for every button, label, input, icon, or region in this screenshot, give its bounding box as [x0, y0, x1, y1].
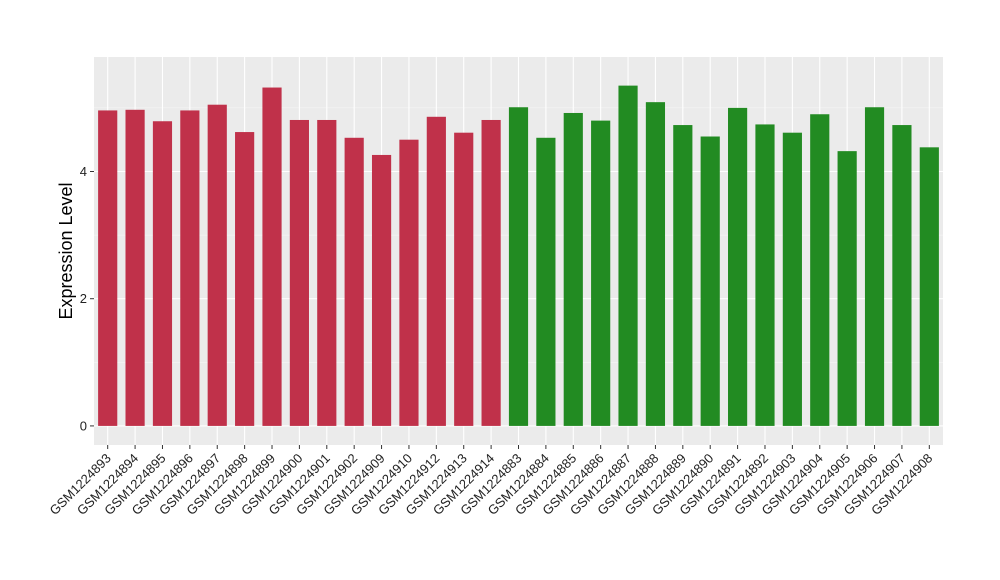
y-axis-title: Expression Level	[56, 182, 76, 319]
bar-GSM1224886	[591, 120, 611, 426]
bar-GSM1224895	[152, 121, 173, 426]
bar-GSM1224888	[645, 102, 666, 426]
y-tick-label: 2	[80, 291, 87, 306]
bar-GSM1224885	[563, 112, 583, 426]
bars	[98, 85, 939, 426]
bar-GSM1224894	[125, 109, 145, 426]
y-axis: 0 2 4	[80, 164, 94, 433]
bar-GSM1224900	[289, 119, 309, 426]
bar-GSM1224910	[399, 139, 419, 426]
bar-GSM1224898	[235, 132, 255, 426]
bar-GSM1224884	[536, 137, 556, 426]
bar-GSM1224903	[782, 132, 802, 426]
bar-GSM1224901	[317, 119, 337, 426]
bar-GSM1224887	[618, 85, 638, 426]
bar-GSM1224908	[919, 147, 939, 426]
bar-GSM1224897	[207, 104, 227, 426]
x-axis: GSM1224893GSM1224894GSM1224895GSM1224896…	[46, 445, 935, 518]
bar-GSM1224883	[508, 107, 529, 426]
bar-GSM1224902	[344, 137, 364, 426]
bar-GSM1224891	[728, 107, 748, 426]
bar-GSM1224904	[810, 114, 830, 426]
bar-GSM1224889	[673, 125, 693, 426]
bar-GSM1224896	[180, 110, 200, 426]
bar-GSM1224892	[755, 124, 775, 426]
bar-GSM1224909	[371, 154, 392, 426]
bar-GSM1224914	[481, 119, 501, 426]
bar-GSM1224906	[864, 107, 885, 426]
y-tick-label: 0	[80, 418, 87, 433]
bar-GSM1224893	[98, 110, 118, 426]
bar-GSM1224890	[700, 136, 720, 426]
bar-GSM1224912	[426, 116, 446, 426]
bar-GSM1224913	[454, 132, 474, 426]
bar-GSM1224905	[837, 151, 857, 426]
bar-GSM1224907	[892, 125, 912, 426]
y-tick-label: 4	[80, 164, 87, 179]
bar-GSM1224899	[262, 87, 282, 426]
